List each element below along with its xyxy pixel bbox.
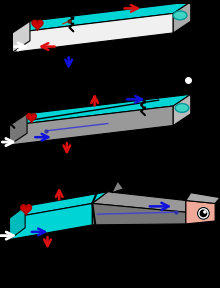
Polygon shape [27, 114, 36, 122]
Polygon shape [173, 94, 191, 126]
Polygon shape [9, 114, 27, 145]
Polygon shape [13, 14, 173, 52]
Polygon shape [13, 21, 30, 52]
Polygon shape [9, 192, 108, 218]
Polygon shape [9, 106, 173, 145]
Polygon shape [32, 20, 43, 30]
Circle shape [200, 210, 207, 217]
Polygon shape [186, 200, 215, 224]
Ellipse shape [173, 11, 187, 20]
Polygon shape [9, 206, 25, 240]
Polygon shape [92, 192, 186, 212]
Polygon shape [186, 193, 220, 203]
Polygon shape [92, 203, 186, 225]
Circle shape [198, 208, 209, 219]
Polygon shape [112, 181, 123, 193]
Polygon shape [21, 205, 31, 215]
Polygon shape [13, 2, 191, 33]
Ellipse shape [175, 104, 189, 112]
Circle shape [204, 211, 206, 213]
Polygon shape [9, 203, 92, 240]
Polygon shape [173, 2, 191, 33]
Polygon shape [9, 94, 191, 126]
